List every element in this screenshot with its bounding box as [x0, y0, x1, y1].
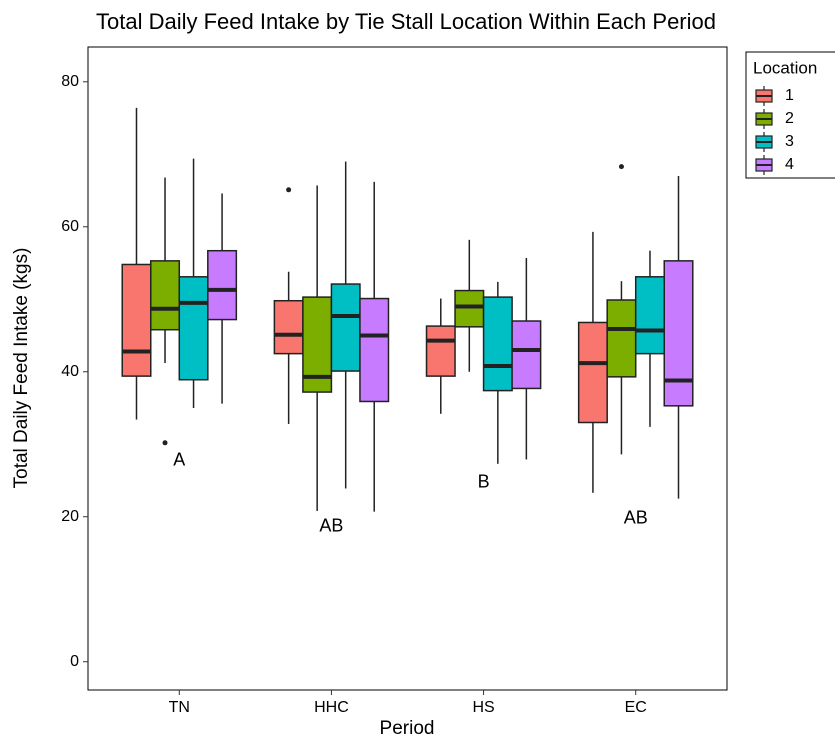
y-tick-label: 80 — [61, 73, 79, 90]
box — [330, 283, 361, 372]
annotation: AB — [319, 516, 343, 536]
plot-panel — [87, 46, 728, 691]
legend-label: 4 — [785, 156, 794, 173]
box — [207, 249, 238, 321]
legend-box — [745, 51, 835, 179]
outlier — [286, 187, 292, 193]
annotation: A — [173, 450, 185, 470]
outlier — [618, 164, 624, 170]
box — [121, 263, 152, 377]
y-tick-label: 40 — [61, 363, 79, 380]
box — [359, 297, 390, 403]
x-tick-label: TN — [169, 699, 190, 716]
legend-label: 3 — [785, 133, 794, 150]
y-axis-title: Total Daily Feed Intake (kgs) — [11, 248, 32, 489]
x-tick-label: EC — [625, 699, 647, 716]
x-tick-label: HHC — [314, 699, 349, 716]
y-tick-label: 0 — [70, 653, 79, 670]
y-tick-label: 20 — [61, 508, 79, 525]
annotation: AB — [624, 508, 648, 528]
box — [454, 289, 485, 328]
y-tick-label: 60 — [61, 218, 79, 235]
box — [425, 325, 456, 377]
box — [482, 296, 513, 392]
box — [511, 320, 542, 390]
box — [273, 299, 304, 355]
box — [634, 276, 665, 355]
legend-label: 2 — [785, 110, 794, 127]
box — [150, 260, 181, 331]
x-axis-title: Period — [380, 718, 435, 739]
box — [178, 276, 209, 381]
legend-title: Location — [753, 58, 817, 77]
annotation: B — [478, 471, 490, 491]
chart-title: Total Daily Feed Intake by Tie Stall Loc… — [96, 9, 716, 34]
legend-label: 1 — [785, 87, 794, 104]
box — [577, 321, 608, 424]
outlier — [162, 440, 168, 446]
x-tick-label: HS — [472, 699, 494, 716]
box — [606, 299, 637, 378]
box — [663, 260, 694, 407]
